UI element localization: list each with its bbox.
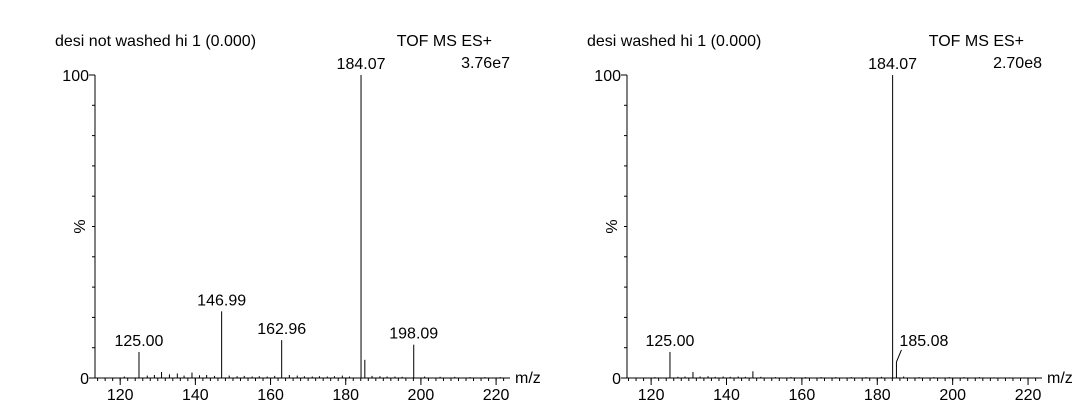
x-tick-label: 140 xyxy=(182,387,209,402)
x-tick-label: 200 xyxy=(939,387,966,402)
peak-label: 125.00 xyxy=(646,333,695,350)
instrument: TOF MS ES+ xyxy=(929,33,1024,50)
y-axis-label: % xyxy=(72,219,89,233)
peak-label: 162.96 xyxy=(257,321,306,338)
instrument: TOF MS ES+ xyxy=(397,33,492,50)
x-tick-label: 200 xyxy=(408,387,435,402)
peak-label: 125.00 xyxy=(115,333,164,350)
peak-label: 184.07 xyxy=(337,56,386,73)
peak-label: 185.08 xyxy=(899,333,948,350)
intensity: 3.76e7 xyxy=(461,55,510,72)
x-tick-label: 180 xyxy=(864,387,891,402)
intensity: 2.70e8 xyxy=(993,55,1042,72)
x-tick-label: 140 xyxy=(713,387,740,402)
x-tick-label: 120 xyxy=(107,387,134,402)
label-leader xyxy=(895,349,902,363)
x-tick-label: 160 xyxy=(789,387,816,402)
x-tick-label: 120 xyxy=(638,387,665,402)
x-axis-label: m/z xyxy=(1047,370,1072,387)
peak-label: 198.09 xyxy=(389,326,438,343)
x-tick-label: 220 xyxy=(483,387,510,402)
y-axis-label: % xyxy=(604,219,621,233)
peak-label: 146.99 xyxy=(197,292,246,309)
x-tick-label: 220 xyxy=(1015,387,1042,402)
x-tick-label: 160 xyxy=(257,387,284,402)
y-tick-label: 100 xyxy=(594,68,621,85)
y-tick-label: 0 xyxy=(612,371,621,388)
x-axis-label: m/z xyxy=(515,370,541,387)
chart-title: desi washed hi 1 (0.000) xyxy=(587,33,761,50)
chart-title: desi not washed hi 1 (0.000) xyxy=(55,33,256,50)
y-tick-label: 0 xyxy=(80,371,89,388)
x-tick-label: 180 xyxy=(332,387,359,402)
y-tick-label: 100 xyxy=(62,68,89,85)
peak-label: 184.07 xyxy=(868,56,917,73)
